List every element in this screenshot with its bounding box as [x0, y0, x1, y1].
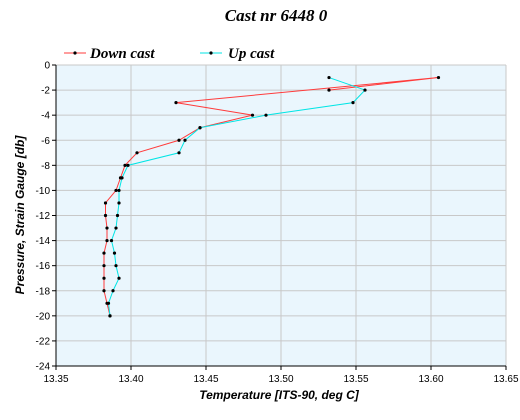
legend-label-down-cast: Down cast [89, 46, 155, 62]
x-tick-label: 13.65 [493, 374, 518, 385]
legend-label-up-cast: Up cast [228, 46, 275, 62]
x-tick-label: 13.55 [343, 374, 368, 385]
point-up-cast [183, 138, 187, 142]
y-tick-label: -16 [36, 261, 51, 272]
point-down-cast [250, 113, 255, 117]
point-down-cast [177, 138, 181, 142]
point-down-cast [102, 264, 106, 268]
y-tick-label: -18 [36, 286, 51, 297]
point-up-cast [108, 314, 112, 318]
y-tick-label: -14 [36, 236, 51, 247]
x-tick-label: 13.40 [118, 374, 143, 385]
line-down-cast [103, 77, 439, 316]
point-up-cast [117, 276, 121, 280]
point-down-cast [103, 201, 108, 205]
y-tick-label: 0 [44, 61, 50, 72]
legend-item-up-cast: Up cast [200, 46, 275, 62]
legend-marker-down-cast [73, 51, 77, 55]
x-axis-ticks: 13.35 13.40 13.45 13.50 13.55 13.60 13.65 [43, 366, 519, 385]
point-down-cast [327, 88, 331, 92]
y-tick-label: -6 [41, 136, 50, 147]
point-up-cast [106, 301, 111, 305]
legend-item-down-cast: Down cast [64, 46, 155, 62]
point-up-cast [114, 226, 118, 230]
point-down-cast [105, 238, 109, 243]
point-down-cast [135, 151, 139, 155]
point-up-cast [351, 101, 355, 105]
y-tick-label: -2 [41, 86, 50, 97]
x-tick-label: 13.60 [418, 374, 443, 385]
y-tick-label: -12 [36, 211, 51, 222]
point-up-cast [363, 88, 367, 92]
point-up-cast [177, 151, 181, 155]
chart-title: Cast nr 6448 0 [225, 6, 328, 25]
line-up-cast [107, 77, 366, 316]
point-up-cast [117, 188, 121, 193]
point-down-cast [105, 226, 109, 230]
x-tick-label: 13.45 [193, 374, 218, 385]
point-down-cast [114, 188, 118, 193]
point-up-cast [114, 264, 118, 268]
point-down-cast [103, 213, 108, 218]
point-down-cast [102, 276, 106, 280]
legend: Down cast Up cast [64, 46, 275, 62]
x-axis-label: Temperature [ITS-90, deg C] [199, 388, 360, 402]
y-axis-ticks: 0 -2 -4 -6 -8 -10 -12 -14 -16 -18 -20 -22 -24 [36, 61, 56, 373]
point-up-cast [120, 176, 124, 180]
y-tick-label: -8 [41, 161, 50, 172]
y-tick-label: -4 [41, 111, 50, 122]
point-up-cast [115, 213, 120, 218]
point-up-cast [109, 238, 114, 243]
point-up-cast [198, 126, 202, 130]
x-tick-label: 13.35 [43, 374, 68, 385]
legend-marker-up-cast [209, 51, 213, 55]
y-tick-label: -20 [36, 311, 51, 322]
point-down-cast [436, 75, 441, 80]
point-up-cast [327, 75, 331, 80]
x-tick-label: 13.50 [268, 374, 293, 385]
point-up-cast [126, 163, 130, 167]
point-up-cast [264, 113, 268, 117]
series-down-cast [102, 75, 441, 318]
point-down-cast [102, 289, 106, 293]
series-layer [102, 75, 441, 318]
point-down-cast [102, 251, 106, 255]
y-tick-label: -10 [36, 186, 51, 197]
y-axis-label: Pressure, Strain Gauge [db] [13, 135, 27, 295]
point-up-cast [112, 251, 117, 255]
point-up-cast [117, 201, 121, 205]
point-down-cast [174, 101, 178, 105]
y-tick-label: -22 [36, 336, 51, 347]
point-up-cast [111, 289, 115, 293]
y-tick-label: -24 [36, 362, 51, 373]
series-up-cast [106, 75, 367, 318]
point-down-cast [123, 163, 127, 167]
